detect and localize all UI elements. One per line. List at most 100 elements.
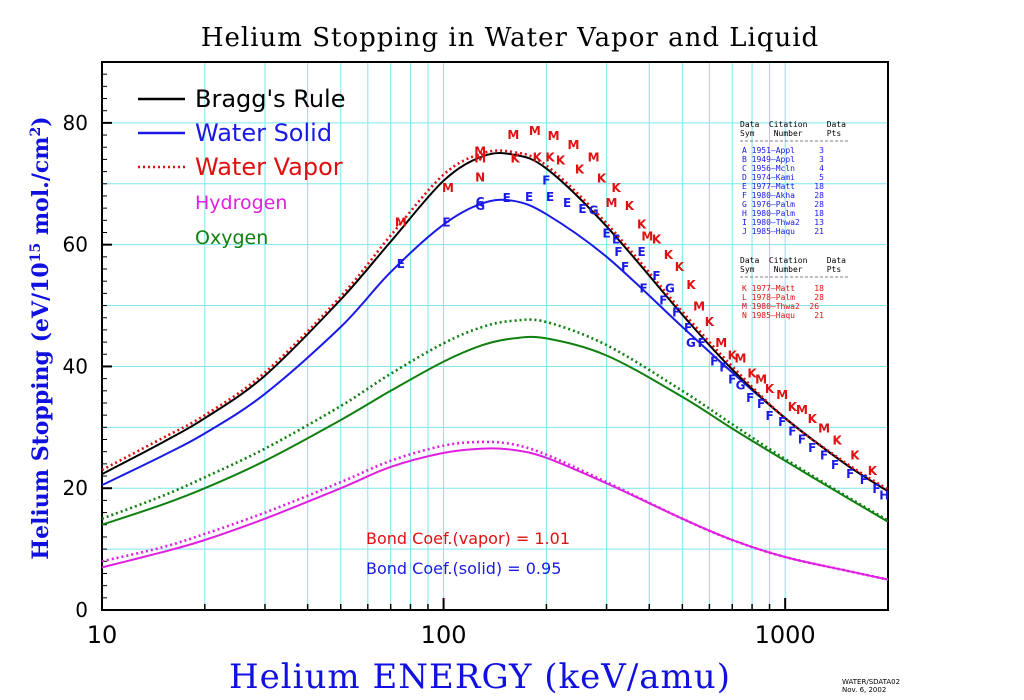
legend: Bragg's Rule Water Solid Water Vapor Hyd… bbox=[138, 85, 345, 249]
data-point-c: C bbox=[476, 195, 485, 209]
data-point-f: F bbox=[820, 449, 828, 463]
data-point-e: E bbox=[442, 216, 450, 230]
table-solid-row: E 1977—Matt 18 bbox=[742, 182, 824, 191]
data-point-f: F bbox=[614, 245, 622, 259]
data-point-m: M bbox=[735, 351, 747, 365]
data-point-m: M bbox=[796, 403, 808, 417]
legend-label-braggs-rule: Bragg's Rule bbox=[195, 85, 345, 113]
data-point-e: E bbox=[602, 226, 610, 240]
data-point-n: N bbox=[475, 170, 485, 184]
data-point-e: E bbox=[397, 257, 405, 271]
data-point-k: K bbox=[808, 412, 818, 426]
chart-title: Helium Stopping in Water Vapor and Liqui… bbox=[201, 23, 819, 53]
data-point-k: K bbox=[850, 449, 860, 463]
data-point-g: G bbox=[475, 199, 485, 213]
data-point-f: F bbox=[684, 321, 692, 335]
table-solid-row: D 1974—Kami 5 bbox=[742, 173, 824, 182]
citation-table-solid: Data Citation Data Sym Number Pts A 1951… bbox=[740, 120, 850, 236]
data-point-k: K bbox=[625, 199, 635, 213]
data-point-k: K bbox=[788, 400, 798, 414]
plot-frame bbox=[101, 61, 889, 611]
legend-label-hydrogen: Hydrogen bbox=[195, 192, 287, 214]
y-axis-label-sup: 2 bbox=[28, 127, 44, 137]
data-point-m: M bbox=[548, 129, 560, 143]
table-solid-row: G 1976—Palm 28 bbox=[742, 200, 824, 209]
data-point-f: F bbox=[672, 306, 680, 320]
data-point-f: F bbox=[798, 432, 806, 446]
y-tick-label: 0 bbox=[75, 598, 88, 622]
footer-date: Nov. 6, 2002 bbox=[842, 686, 886, 694]
table-solid-row: A 1951—Appl 3 bbox=[742, 146, 824, 155]
data-point-k: K bbox=[705, 315, 715, 329]
data-point-k: K bbox=[533, 150, 543, 164]
data-point-f: F bbox=[542, 174, 550, 188]
data-point-e: E bbox=[525, 190, 533, 204]
data-point-k: K bbox=[611, 181, 621, 195]
data-point-f: F bbox=[728, 373, 736, 387]
data-point-g: G bbox=[589, 203, 599, 217]
data-point-f: F bbox=[788, 424, 796, 438]
y-axis-label-part: Helium Stopping (eV/10 bbox=[28, 262, 54, 559]
data-point-k: K bbox=[868, 464, 878, 478]
data-point-h: H bbox=[879, 488, 889, 502]
data-point-f: F bbox=[710, 354, 718, 368]
data-point-f: F bbox=[846, 467, 854, 481]
table-vapor-row: L 1978—Palm 28 bbox=[742, 293, 824, 302]
data-point-k: K bbox=[545, 150, 555, 164]
data-point-m: M bbox=[755, 373, 767, 387]
table-vapor-row: K 1977—Matt 18 bbox=[742, 284, 824, 293]
data-point-f: F bbox=[778, 415, 786, 429]
bond-coef-solid: Bond Coef.(solid) = 0.95 bbox=[366, 559, 561, 578]
data-point-m: M bbox=[507, 128, 519, 142]
data-point-k: K bbox=[833, 434, 843, 448]
legend-label-water-solid: Water Solid bbox=[195, 119, 332, 147]
data-point-f: F bbox=[652, 269, 660, 283]
grid-lines bbox=[102, 62, 889, 610]
data-point-f: F bbox=[659, 293, 667, 307]
y-tick-label: 40 bbox=[63, 354, 88, 378]
y-tick-label: 20 bbox=[63, 476, 88, 500]
axis-ticks: 10 100 1000 0 20 40 60 80 bbox=[63, 73, 889, 649]
table-vapor-row: M 1980—Thwa2 26 bbox=[742, 302, 819, 311]
data-point-f: F bbox=[621, 260, 629, 274]
table-solid-header-1: Data Citation Data bbox=[740, 120, 846, 129]
data-point-k: K bbox=[510, 152, 520, 166]
data-point-k: K bbox=[597, 172, 607, 186]
data-point-m: M bbox=[693, 300, 705, 314]
table-solid-row: H 1980—Palm 18 bbox=[742, 209, 824, 218]
data-point-m: M bbox=[588, 150, 600, 164]
table-vapor-header-1: Data Citation Data bbox=[740, 256, 846, 265]
data-point-e: E bbox=[578, 202, 586, 216]
citation-table-vapor: Data Citation Data Sym Number Pts K 1977… bbox=[740, 256, 850, 320]
data-point-g: G bbox=[736, 379, 746, 393]
y-axis-label-part: mol./cm bbox=[28, 136, 54, 242]
y-axis-label: Helium Stopping (eV/1015 mol./cm2) bbox=[28, 116, 54, 559]
data-point-f: F bbox=[757, 397, 765, 411]
data-point-m: M bbox=[818, 421, 830, 435]
data-point-f: F bbox=[698, 336, 706, 350]
data-point-m: M bbox=[442, 181, 454, 195]
table-solid-row: C 1956—Mcln 4 bbox=[742, 164, 824, 173]
table-solid-header-2: Sym Number Pts bbox=[740, 129, 841, 138]
data-point-f: F bbox=[860, 473, 868, 487]
data-point-m: M bbox=[567, 138, 579, 152]
data-point-m: M bbox=[395, 216, 407, 230]
data-point-e: E bbox=[546, 190, 554, 204]
data-point-m: M bbox=[776, 388, 788, 402]
data-point-k: K bbox=[664, 248, 674, 262]
table-solid-row: I 1980—Thwa2 13 bbox=[742, 218, 824, 227]
table-solid-row: J 1985—Haqu 21 bbox=[742, 227, 824, 236]
data-point-k: K bbox=[728, 348, 738, 362]
data-point-k: K bbox=[686, 278, 696, 292]
data-point-e: E bbox=[503, 191, 511, 205]
x-tick-label: 100 bbox=[421, 621, 467, 649]
data-point-m: M bbox=[474, 152, 486, 166]
table-vapor-header-2: Sym Number Pts bbox=[740, 265, 841, 274]
data-point-k: K bbox=[575, 163, 585, 177]
series-line-bragg-s-rule bbox=[101, 152, 889, 493]
data-point-f: F bbox=[872, 482, 880, 496]
footer-source: WATER/SDATA02 bbox=[842, 678, 900, 686]
data-point-m: M bbox=[605, 196, 617, 210]
